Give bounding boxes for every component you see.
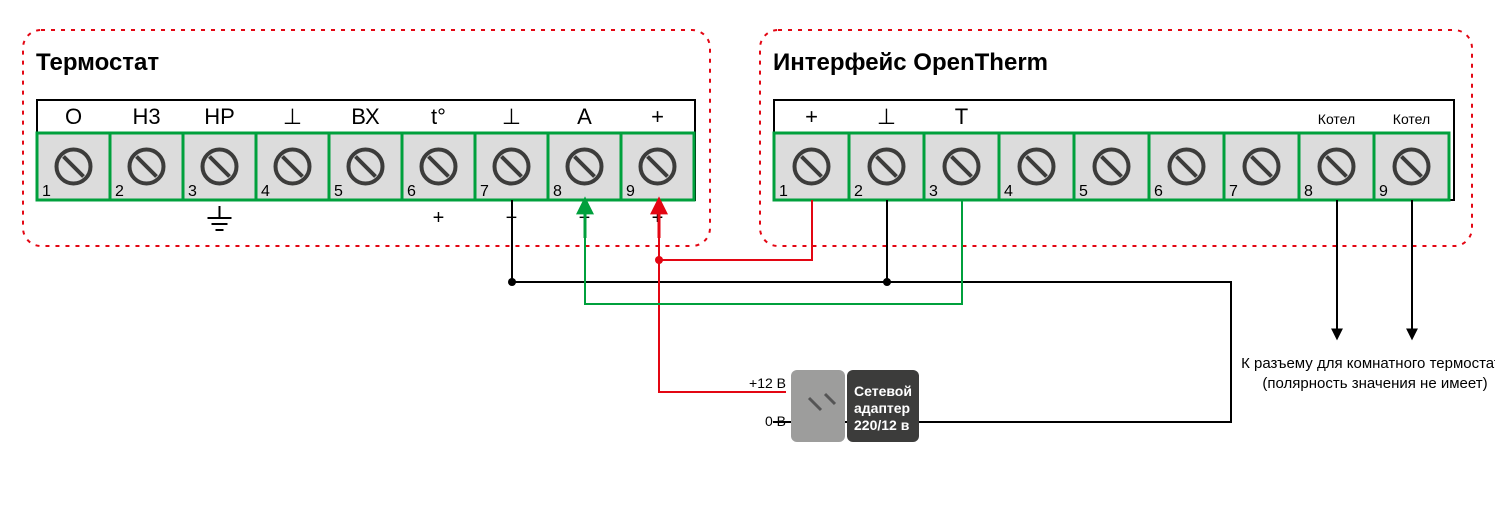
terminal-number: 8 xyxy=(553,183,562,200)
terminal-number: 6 xyxy=(1154,183,1163,200)
block-title-left: Термостат xyxy=(36,49,159,76)
terminal-label: Котел xyxy=(1318,111,1355,127)
terminal-number: 2 xyxy=(854,183,863,200)
terminal-label: Т xyxy=(955,104,968,129)
terminal-label: ⊥ xyxy=(502,104,521,129)
terminal-label: ⊥ xyxy=(877,104,896,129)
terminal-number: 1 xyxy=(779,183,788,200)
caption-line: К разъему для комнатного термостата xyxy=(1241,355,1495,372)
voltage-label-bottom: 0 В xyxy=(765,413,786,429)
terminal-number: 1 xyxy=(42,183,51,200)
terminal-number: 9 xyxy=(626,183,635,200)
terminal-number: 8 xyxy=(1304,183,1313,200)
terminal-label: НР xyxy=(204,104,235,129)
terminal-number: 9 xyxy=(1379,183,1388,200)
terminal-label: + xyxy=(651,104,664,129)
voltage-label-top: +12 В xyxy=(749,375,786,391)
block-title-right: Интерфейс OpenTherm xyxy=(773,49,1048,76)
terminal-number: 7 xyxy=(1229,183,1238,200)
terminal-number: 3 xyxy=(188,183,197,200)
terminal-number: 2 xyxy=(115,183,124,200)
junction-dot xyxy=(508,278,516,286)
caption-line: (полярность значения не имеет) xyxy=(1262,375,1487,392)
terminal-label: Н3 xyxy=(132,104,160,129)
terminal-label: О xyxy=(65,104,82,129)
adapter-label: 220/12 в xyxy=(854,417,910,433)
terminal-label: + xyxy=(805,104,818,129)
terminal-label: А xyxy=(577,104,592,129)
terminal-number: 4 xyxy=(261,183,270,200)
terminal-label: ВХ xyxy=(351,104,380,129)
terminal-number: 5 xyxy=(334,183,343,200)
polarity-mark: + xyxy=(433,207,445,229)
terminal-number: 7 xyxy=(480,183,489,200)
terminal-label: t° xyxy=(431,104,446,129)
junction-dot xyxy=(883,278,891,286)
terminal-number: 6 xyxy=(407,183,416,200)
adapter-label: Сетевой xyxy=(854,383,912,399)
terminal-label: Котел xyxy=(1393,111,1430,127)
terminal-number: 4 xyxy=(1004,183,1013,200)
adapter-label: адаптер xyxy=(854,400,910,416)
junction-dot xyxy=(655,256,663,264)
terminal-number: 3 xyxy=(929,183,938,200)
terminal-label: ⊥ xyxy=(283,104,302,129)
terminal-number: 5 xyxy=(1079,183,1088,200)
